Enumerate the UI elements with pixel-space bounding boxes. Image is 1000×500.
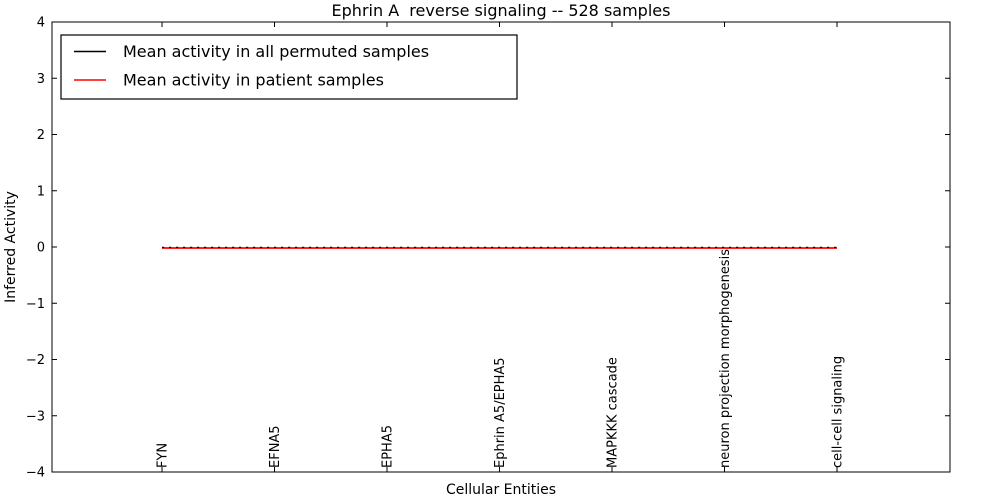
legend: Mean activity in all permuted samples Me… — [60, 34, 518, 100]
y-tick-label: 3 — [37, 72, 45, 87]
y-tick-label: −3 — [26, 409, 45, 424]
x-tick-label: Ephrin A5/EPHA5 — [493, 357, 508, 468]
y-tick-label: −2 — [26, 353, 45, 368]
x-tick-label: EPHA5 — [381, 425, 396, 468]
legend-box — [60, 34, 518, 100]
y-tick-label: −1 — [26, 297, 45, 312]
x-tick-label: FYN — [156, 443, 171, 468]
y-tick-label: −4 — [26, 466, 45, 481]
y-axis-ticks-left — [52, 21, 57, 473]
x-tick-label: neuron projection morphogenesis — [718, 249, 733, 468]
x-tick-labels: FYN EFNA5 EPHA5 Ephrin A5/EPHA5 MAPKKK c… — [156, 249, 846, 468]
x-axis-label: Cellular Entities — [446, 482, 556, 498]
y-tick-label: 1 — [37, 184, 45, 199]
y-tick-label: 2 — [37, 128, 45, 143]
x-tick-label: EFNA5 — [268, 425, 283, 468]
x-axis-ticks-bottom — [161, 467, 838, 472]
x-tick-label: cell-cell signaling — [831, 356, 846, 468]
x-tick-label: MAPKKK cascade — [606, 357, 621, 468]
legend-label-patient: Mean activity in patient samples — [123, 71, 384, 90]
x-axis-ticks-top — [161, 22, 838, 27]
chart-title: Ephrin A reverse signaling -- 528 sample… — [332, 1, 671, 20]
y-tick-label: 4 — [37, 16, 45, 31]
y-axis-ticks-right — [945, 21, 950, 473]
legend-label-permuted: Mean activity in all permuted samples — [123, 42, 429, 61]
y-tick-label: 0 — [37, 241, 45, 256]
y-axis-label: Inferred Activity — [3, 191, 19, 303]
y-tick-labels: 4 3 2 1 0 −1 −2 −3 −4 — [26, 16, 45, 481]
